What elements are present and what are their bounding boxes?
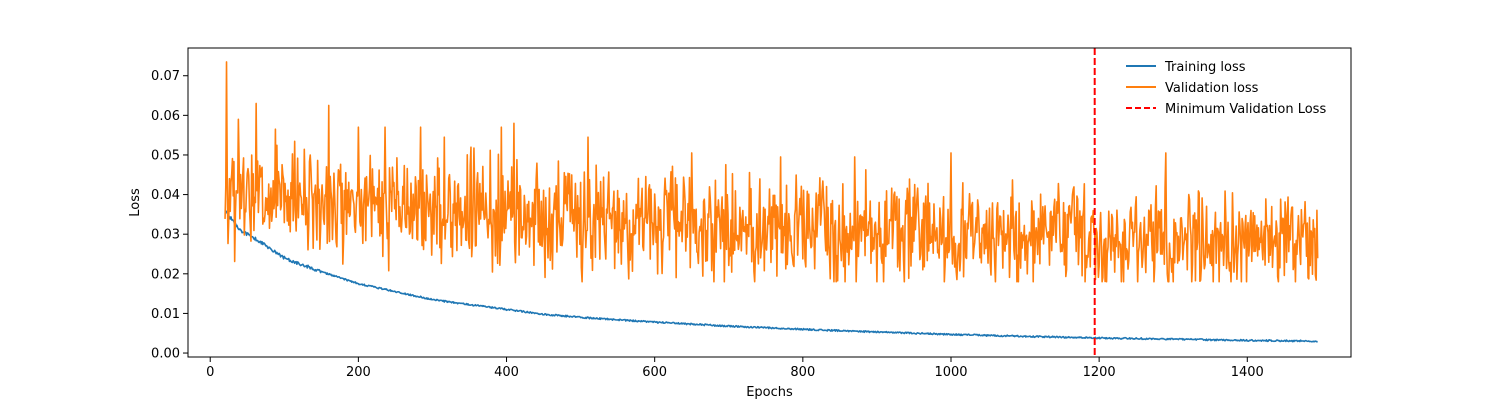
x-tick-label: 800 xyxy=(790,365,815,380)
x-tick-label: 1200 xyxy=(1083,365,1116,380)
y-tick-label: 0.02 xyxy=(151,267,180,282)
plot-frame xyxy=(187,47,1352,358)
legend-label-validation: Validation loss xyxy=(1165,81,1259,96)
x-tick-label: 1400 xyxy=(1231,365,1264,380)
series-layer xyxy=(224,61,1319,343)
y-tick-label: 0.01 xyxy=(151,307,180,322)
legend: Training loss Validation loss Minimum Va… xyxy=(1126,60,1326,117)
y-axis-ticks: 0.00 0.01 0.02 0.03 0.04 0.05 0.06 0.07 xyxy=(151,69,188,362)
x-tick-label: 600 xyxy=(642,365,667,380)
legend-label-min-val: Minimum Validation Loss xyxy=(1165,102,1326,117)
validation-loss-line xyxy=(224,61,1319,283)
training-loss-line xyxy=(224,209,1318,343)
y-tick-label: 0.00 xyxy=(151,347,180,362)
y-tick-label: 0.04 xyxy=(151,188,180,203)
x-tick-label: 200 xyxy=(346,365,371,380)
y-tick-label: 0.05 xyxy=(151,148,180,163)
x-tick-label: 1000 xyxy=(934,365,967,380)
x-axis-ticks: 0 200 400 600 800 1000 1200 1400 xyxy=(206,357,1264,380)
y-axis-label: Loss xyxy=(128,188,143,217)
y-tick-label: 0.07 xyxy=(151,69,180,84)
x-axis-label: Epochs xyxy=(746,385,793,400)
y-tick-label: 0.03 xyxy=(151,228,180,243)
x-tick-label: 0 xyxy=(206,365,214,380)
x-tick-label: 400 xyxy=(494,365,519,380)
legend-label-training: Training loss xyxy=(1164,60,1246,75)
y-tick-label: 0.06 xyxy=(151,109,180,124)
